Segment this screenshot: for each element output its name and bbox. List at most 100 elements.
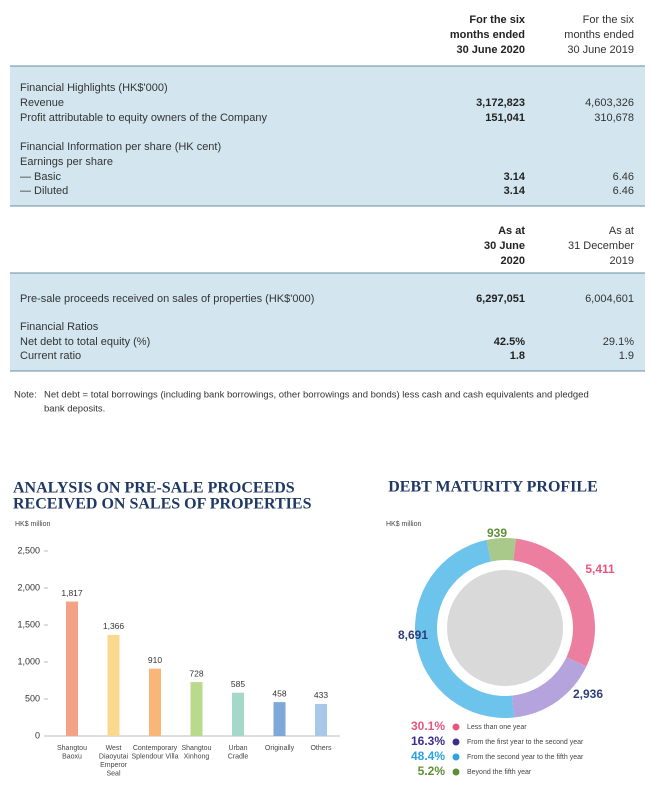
column-header: For the six [583,14,635,26]
x-tick-label: Shangtou [57,745,87,752]
table-band [10,273,645,371]
legend-dot [452,768,460,776]
chart-title: DEBT MATURITY PROFILE [388,479,598,496]
column-header: 30 June 2019 [567,44,634,56]
x-tick-label: Baoxu [62,753,82,760]
y-tick-label: 2,000 [17,582,40,592]
data-label: 1,817 [61,588,83,598]
donut-center [447,570,563,686]
note-label: Note: [14,390,37,401]
table-band [10,66,645,206]
bar [107,634,120,736]
legend-label: From the second year to the fifth year [467,754,584,761]
chart-title: ANALYSIS ON PRE-SALE PROCEEDS [13,480,295,497]
donut-segment [513,538,595,667]
x-tick-label: Contemporary [133,745,178,752]
x-tick-label: Shangtou [182,745,212,752]
cell-value: 6.46 [613,185,634,197]
y-tick-label: 500 [25,693,40,703]
column-header: 30 June [484,240,525,252]
bar [66,601,78,736]
donut-ring [441,564,569,692]
data-label: 458 [272,688,286,698]
bar [232,692,244,736]
row-label: Earnings per share [20,156,113,168]
x-tick-label: Cradle [228,753,249,760]
column-header: months ended [564,29,634,41]
legend-label: From the first year to the second year [467,739,584,746]
cell-value: 3,172,823 [476,97,525,109]
x-tick-label: Diaoyutai [99,753,129,760]
x-tick-label: Others [310,745,332,752]
x-tick-label: Seal [106,770,120,777]
column-header: months ended [450,29,525,41]
cell-value: 6.46 [613,171,634,183]
x-tick-label: Emperor [100,762,128,769]
column-header: 30 June 2020 [457,44,526,56]
column-header: For the six [469,14,526,26]
y-tick-label: 0 [35,730,40,740]
data-label: 585 [231,679,245,689]
y-tick-label: 2,500 [17,545,40,555]
data-label: 433 [314,690,328,700]
column-header: 2020 [501,255,525,267]
cell-value: 4,603,326 [585,97,634,109]
legend-percentage: 16.3% [411,734,445,748]
cell-value: 310,678 [594,112,634,124]
row-label: Financial Highlights (HK$'000) [20,82,168,94]
row-label: Net debt to total equity (%) [20,336,150,348]
column-header: As at [498,225,525,237]
data-label: 2,936 [573,687,603,701]
column-header: As at [609,225,634,237]
legend-label: Beyond the fifth year [467,769,532,776]
row-label: Pre-sale proceeds received on sales of p… [20,293,314,305]
column-header: 31 December [568,240,634,252]
row-label: Financial Information per share (HK cent… [20,141,221,153]
axis-label: HK$ million [15,521,51,528]
x-tick-label: Xinhong [184,753,210,760]
row-label: — Diluted [20,185,68,197]
cell-value: 3.14 [504,185,526,197]
data-label: 5,411 [585,562,615,576]
note: bank deposits. [44,404,105,415]
row-label: Profit attributable to equity owners of … [20,112,268,124]
cell-value: 1.9 [619,350,634,362]
cell-value: 3.14 [504,171,526,183]
legend-dot [452,723,460,731]
data-label: 728 [189,668,203,678]
legend-dot [452,738,460,746]
y-tick-label: 1,000 [17,656,40,666]
legend-dot [452,753,460,761]
x-tick-label: Urban [228,745,247,752]
legend-percentage: 30.1% [411,719,445,733]
column-header: 2019 [610,255,634,267]
data-label: 8,691 [398,628,428,642]
cell-value: 29.1% [603,336,634,348]
cell-value: 6,004,601 [585,293,634,305]
chart-title: RECEIVED ON SALES OF PROPERTIES [13,496,312,513]
bar [149,668,161,736]
row-label: Financial Ratios [20,321,99,333]
donut-segment [511,657,587,718]
bar [190,682,203,736]
data-label: 910 [148,655,162,665]
cell-value: 6,297,051 [476,293,525,305]
note: Net debt = total borrowings (including b… [44,390,589,401]
row-label: — Basic [20,171,61,183]
axis-label: HK$ million [386,521,422,528]
data-label: 1,366 [103,621,125,631]
x-tick-label: Originally [265,745,295,752]
legend-percentage: 48.4% [411,749,445,763]
row-label: Revenue [20,97,64,109]
y-tick-label: 1,500 [17,619,40,629]
x-tick-label: Splendour Villa [132,753,179,760]
donut-segment [486,538,516,562]
cell-value: 151,041 [485,112,525,124]
legend-percentage: 5.2% [418,764,446,778]
x-tick-label: West [106,745,122,752]
data-label: 939 [487,526,507,540]
bar [273,702,286,736]
cell-value: 1.8 [510,350,525,362]
row-label: Current ratio [20,350,81,362]
